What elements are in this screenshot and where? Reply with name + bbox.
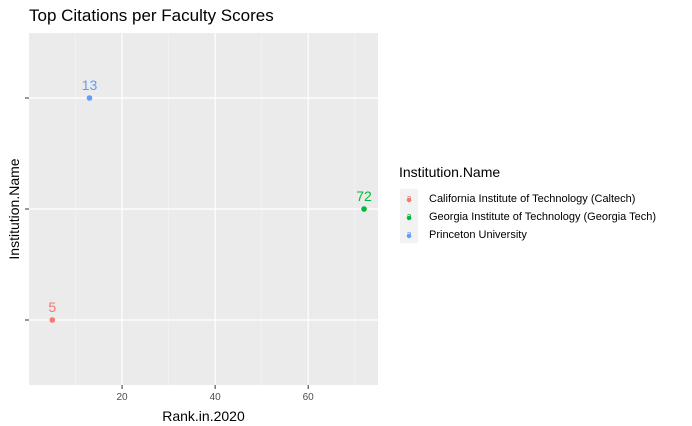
legend: Institution.Name a California Institute o…	[399, 164, 656, 243]
x-axis-title: Rank.in.2020	[162, 408, 245, 424]
data-label: 72	[356, 188, 372, 204]
x-tick-label: 60	[303, 392, 315, 403]
legend-key-glyph: a	[406, 211, 411, 221]
data-label: 13	[82, 77, 98, 93]
chart-title: Top Citations per Faculty Scores	[29, 6, 274, 25]
data-point	[49, 317, 56, 323]
legend-label: California Institute of Technology (Calt…	[429, 193, 635, 205]
grid-lines	[29, 33, 378, 385]
x-tick-label: 20	[117, 392, 129, 403]
legend-label: Princeton University	[429, 229, 527, 241]
data-label: 5	[48, 299, 56, 315]
legend-key-glyph: a	[406, 229, 411, 239]
x-axis-ticks: 20 40 60	[117, 385, 315, 403]
legend-key-point	[406, 233, 412, 239]
data-point	[361, 206, 367, 212]
legend-key-glyph: a	[406, 193, 411, 203]
data-points: 5 72 13	[48, 77, 372, 323]
x-tick-label: 40	[210, 392, 222, 403]
legend-label: Georgia Institute of Technology (Georgia…	[429, 211, 656, 223]
data-point	[86, 95, 93, 101]
y-axis-ticks	[25, 97, 29, 321]
legend-key-point	[406, 197, 412, 203]
y-axis-title: Institution.Name	[6, 158, 22, 259]
legend-title: Institution.Name	[399, 164, 500, 180]
legend-key-point	[406, 215, 412, 221]
